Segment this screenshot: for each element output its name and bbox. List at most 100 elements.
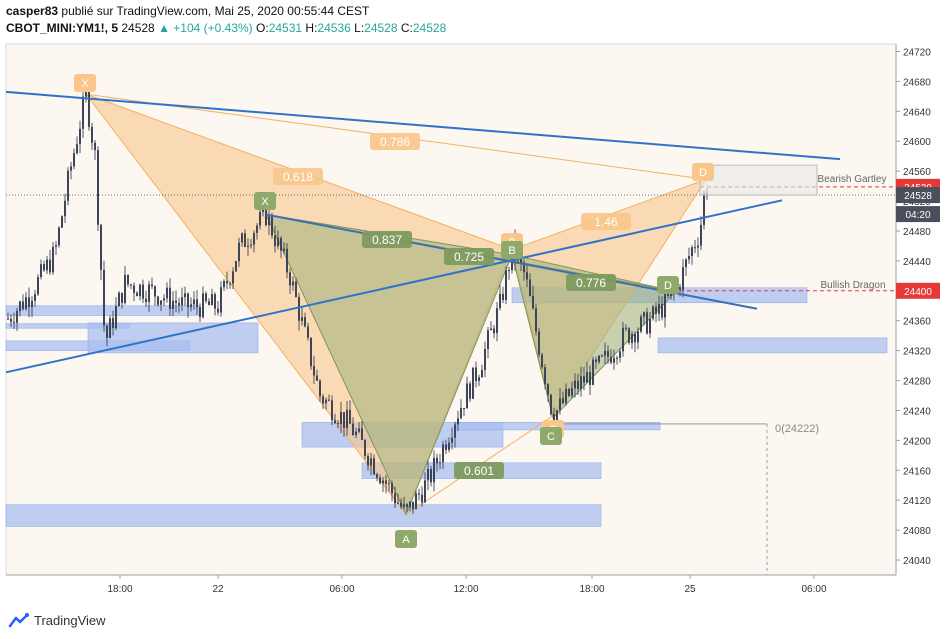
candle-body bbox=[364, 440, 366, 456]
candle-body bbox=[148, 284, 150, 303]
candle-body bbox=[232, 271, 234, 284]
candle-body bbox=[649, 318, 651, 334]
candle-body bbox=[181, 297, 183, 306]
candle-body bbox=[634, 334, 636, 343]
candle-body bbox=[385, 480, 387, 484]
candle-body bbox=[79, 128, 81, 145]
pattern-point-badge bbox=[501, 241, 523, 259]
candle-body bbox=[442, 444, 444, 463]
candle-body bbox=[34, 294, 36, 301]
candle-body bbox=[661, 303, 663, 318]
candle-body bbox=[271, 216, 273, 236]
candle-body bbox=[283, 248, 285, 251]
chart-annotation: 0(24222) bbox=[775, 423, 819, 435]
candle-body bbox=[163, 298, 165, 301]
candle-body bbox=[160, 300, 162, 305]
ratio-badge bbox=[454, 462, 504, 479]
gartley-target-box bbox=[699, 164, 818, 196]
x-axis-panel[interactable] bbox=[6, 576, 896, 596]
support-zone bbox=[5, 504, 602, 527]
candle-body bbox=[223, 281, 225, 288]
candle-body bbox=[424, 480, 426, 503]
candle-body bbox=[295, 281, 297, 297]
published-text: publié sur TradingView.com, Mai 25, 2020… bbox=[61, 4, 370, 18]
candle-body bbox=[298, 296, 300, 321]
candle-body bbox=[322, 396, 324, 404]
candle-body bbox=[394, 493, 396, 504]
y-tick-label: 24280 bbox=[903, 377, 931, 388]
candle-body bbox=[103, 269, 105, 326]
candle-body bbox=[136, 292, 138, 297]
candle-body bbox=[241, 233, 243, 243]
candle-body bbox=[457, 418, 459, 425]
candle-body bbox=[304, 317, 306, 327]
candle-body bbox=[349, 409, 351, 424]
candle-body bbox=[544, 367, 546, 385]
author-name[interactable]: casper83 bbox=[6, 4, 59, 18]
candle-body bbox=[313, 366, 315, 376]
candle-body bbox=[601, 355, 603, 357]
tradingview-logo-icon[interactable] bbox=[8, 612, 30, 630]
candle-body bbox=[688, 256, 690, 260]
candle-body bbox=[616, 357, 618, 359]
candle-body bbox=[367, 455, 369, 466]
candle-body bbox=[220, 287, 222, 313]
x-tick-label: 06:00 bbox=[329, 584, 354, 595]
candle-body bbox=[97, 150, 99, 225]
y-axis-panel[interactable] bbox=[896, 44, 949, 575]
symbol-label[interactable]: CBOT_MINI:YM1!, 5 bbox=[6, 21, 119, 35]
candle-body bbox=[301, 317, 303, 321]
candle-body bbox=[106, 325, 108, 338]
candle-body bbox=[583, 376, 585, 383]
candle-body bbox=[412, 501, 414, 510]
high-value: 24536 bbox=[317, 21, 351, 35]
candle-body bbox=[109, 318, 111, 338]
candle-body bbox=[382, 480, 384, 484]
candle-body bbox=[655, 306, 657, 314]
candle-body bbox=[460, 408, 462, 419]
candle-body bbox=[46, 259, 48, 271]
candle-body bbox=[448, 442, 450, 450]
candle-body bbox=[700, 224, 702, 246]
candle-body bbox=[541, 354, 543, 368]
pattern-point-label: X bbox=[81, 78, 89, 90]
candle-body bbox=[118, 292, 120, 307]
ratio-badge bbox=[444, 248, 494, 265]
y-tick-label: 24360 bbox=[903, 317, 931, 328]
candle-body bbox=[199, 307, 201, 318]
candle-body bbox=[454, 424, 456, 438]
y-tick-label: 24440 bbox=[903, 257, 931, 268]
candle-body bbox=[685, 259, 687, 268]
high-label: H: bbox=[305, 21, 318, 35]
close-value: 24528 bbox=[412, 21, 447, 35]
y-tick-label: 24120 bbox=[903, 496, 931, 507]
candle-body bbox=[538, 331, 540, 355]
candle-body bbox=[37, 277, 39, 295]
candle-body bbox=[361, 428, 363, 441]
open-value: 24531 bbox=[268, 21, 303, 35]
candle-body bbox=[418, 493, 420, 495]
tradingview-brand[interactable]: TradingView bbox=[34, 613, 106, 628]
support-zone bbox=[657, 337, 888, 354]
candle-body bbox=[409, 501, 411, 508]
candle-body bbox=[406, 504, 408, 508]
candle-body bbox=[22, 301, 24, 309]
candle-body bbox=[259, 211, 261, 226]
pattern-point-label: A bbox=[402, 534, 410, 546]
candle-body bbox=[121, 292, 123, 303]
x-tick-label: 06:00 bbox=[801, 584, 826, 595]
publish-line: casper83 publié sur TradingView.com, Mai… bbox=[6, 4, 369, 18]
candle-body bbox=[91, 126, 93, 143]
candle-body bbox=[208, 301, 210, 306]
candle-body bbox=[550, 394, 552, 414]
candle-body bbox=[376, 474, 378, 478]
candle-body bbox=[571, 388, 573, 397]
candle-body bbox=[184, 293, 186, 298]
candle-body bbox=[274, 235, 276, 247]
low-label: L: bbox=[354, 21, 365, 35]
candle-body bbox=[490, 328, 492, 331]
candle-body bbox=[355, 431, 357, 436]
candle-body bbox=[358, 428, 360, 432]
candle-body bbox=[127, 274, 129, 285]
candle-body bbox=[637, 331, 639, 343]
